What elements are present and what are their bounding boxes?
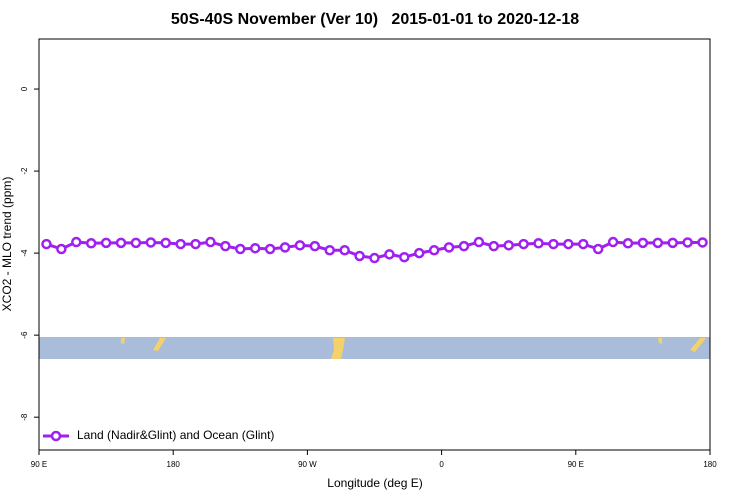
data-point	[264, 243, 276, 255]
data-point	[413, 247, 425, 259]
data-point	[607, 236, 619, 248]
data-point	[443, 242, 455, 253]
data-point	[205, 236, 216, 248]
data-point	[294, 240, 306, 251]
data-point	[145, 237, 157, 248]
y-axis-label: XCO2 - MLO trend (ppm)	[0, 177, 14, 312]
data-point	[309, 240, 321, 252]
data-point	[115, 237, 127, 249]
data-point	[41, 238, 52, 250]
data-point	[324, 244, 336, 256]
data-point	[235, 243, 246, 255]
ocean-band	[39, 337, 710, 359]
x-axis-label: Longitude (deg E)	[327, 476, 422, 490]
data-point	[458, 240, 470, 252]
data-point	[697, 237, 708, 248]
data-point	[339, 244, 350, 256]
y-tick-label: -8	[20, 413, 29, 421]
data-point	[682, 237, 693, 248]
data-point	[220, 240, 231, 252]
x-tick-label: 180	[703, 460, 717, 469]
data-point	[637, 237, 649, 249]
x-tick-label: 90 E	[31, 460, 47, 469]
data-point	[56, 243, 67, 255]
data-point	[667, 237, 678, 249]
data-point	[503, 240, 514, 251]
data-point	[563, 238, 574, 250]
data-point	[488, 240, 500, 252]
land-patch	[153, 338, 166, 351]
data-point	[578, 238, 589, 250]
legend-marker	[50, 430, 62, 442]
x-tick-label: 90 W	[298, 460, 317, 469]
y-tick-label: -2	[20, 167, 29, 175]
data-point	[71, 236, 82, 248]
data-point	[100, 237, 112, 249]
y-tick-label: 0	[20, 86, 29, 91]
data-point	[399, 251, 410, 263]
legend-label: Land (Nadir&Glint) and Ocean (Glint)	[77, 428, 274, 442]
data-point	[548, 238, 559, 250]
data-point	[384, 249, 395, 260]
data-point	[160, 237, 171, 249]
data-point	[279, 242, 291, 253]
y-tick-label: -6	[20, 331, 29, 339]
data-point	[622, 238, 634, 249]
y-tick-label: -4	[20, 249, 29, 257]
land-patch	[121, 338, 125, 344]
data-point	[592, 243, 604, 255]
x-tick-label: 0	[439, 460, 444, 469]
data-point	[175, 238, 186, 250]
map-strip	[39, 337, 710, 359]
data-point	[249, 242, 261, 254]
data-point	[428, 244, 440, 256]
data-point	[85, 238, 97, 249]
x-tick-label: 90 E	[568, 460, 584, 469]
plot-frame	[38, 38, 711, 451]
data-point	[354, 250, 365, 262]
data-point	[473, 236, 485, 248]
data-point	[652, 237, 664, 249]
x-tick-label: 180	[167, 460, 181, 469]
data-point	[533, 238, 544, 249]
chart-title: 50S-40S November (Ver 10) 2015-01-01 to …	[171, 11, 579, 28]
land-patch	[658, 338, 662, 344]
data-point	[130, 237, 142, 249]
land-patch	[331, 338, 345, 359]
data-point	[190, 238, 201, 250]
land-patch	[690, 338, 706, 352]
data-point	[518, 238, 529, 250]
data-point	[369, 252, 380, 264]
